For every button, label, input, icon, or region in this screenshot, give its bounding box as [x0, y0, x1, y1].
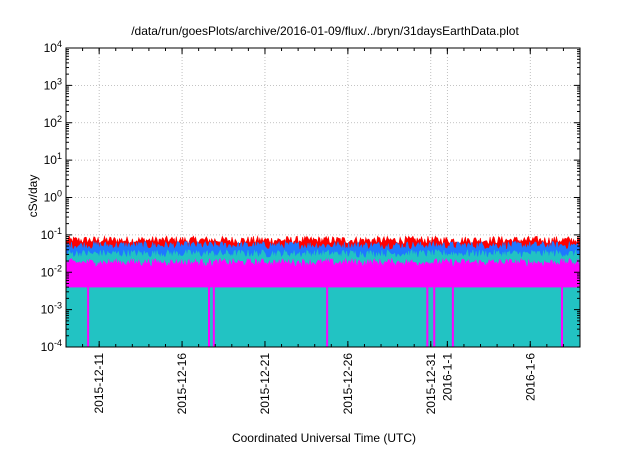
y-tick-label: 10-1 — [41, 226, 62, 242]
chart-title: /data/run/goesPlots/archive/2016-01-09/f… — [131, 24, 519, 38]
x-tick-label: 2015-12-16 — [175, 353, 189, 415]
y-tick-label: 103 — [44, 76, 62, 92]
y-tick-label: 104 — [44, 39, 62, 55]
x-axis-label: Coordinated Universal Time (UTC) — [232, 431, 416, 445]
x-tick-label: 2016-1-1 — [440, 353, 454, 401]
plot-area: 10-4 10-3 10-2 10-1 100 101 102 103 104 2015-12-1… — [41, 39, 581, 415]
y-tick-label: 10-3 — [41, 301, 62, 317]
x-tick-label: 2016-1-6 — [523, 353, 537, 401]
x-tick-label: 2015-12-26 — [341, 353, 355, 415]
y-axis-label: cSv/day — [26, 175, 40, 218]
series-layer — [66, 235, 580, 347]
y-tick-label: 10-2 — [41, 263, 62, 279]
x-tick-label: 2015-12-11 — [92, 353, 106, 414]
y-tick-label: 101 — [44, 151, 62, 167]
x-tick-label: 2015-12-21 — [258, 353, 272, 415]
y-tick-label: 102 — [44, 114, 62, 130]
y-tick-label: 10-4 — [41, 338, 62, 354]
x-tick-label: 2015-12-31 — [424, 353, 438, 415]
y-tick-label: 100 — [44, 189, 62, 205]
